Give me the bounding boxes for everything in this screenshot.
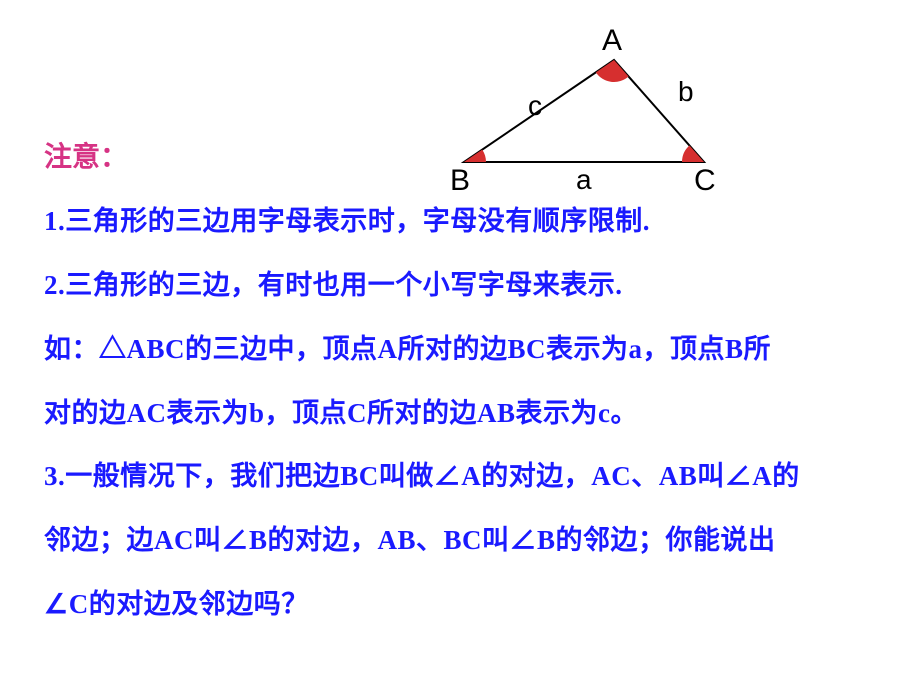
side-label-b: b — [678, 76, 694, 108]
side-label-c: c — [528, 90, 542, 122]
text-line-7: ∠C的对边及邻边吗？ — [44, 586, 884, 624]
text-line-5: 3.一般情况下，我们把边BC叫做∠A的对边，AC、AB叫∠A的 — [44, 458, 884, 496]
text-line-6: 邻边；边AC叫∠B的对边，AB、BC叫∠B的邻边；你能说出 — [44, 522, 884, 560]
text-line-1: 1.三角形的三边用字母表示时，字母没有顺序限制. — [44, 203, 884, 241]
text-line-3: 如：△ABC的三边中，顶点A所对的边BC表示为a，顶点B所 — [44, 331, 884, 369]
text-line-2: 2.三角形的三边，有时也用一个小写字母来表示. — [44, 267, 884, 305]
vertex-label-a: A — [602, 24, 622, 58]
attention-label: 注意： — [44, 138, 884, 177]
text-line-4: 对的边AC表示为b，顶点C所对的边AB表示为c。 — [44, 395, 884, 433]
text-content: 注意： 1.三角形的三边用字母表示时，字母没有顺序限制. 2.三角形的三边，有时… — [44, 138, 884, 650]
